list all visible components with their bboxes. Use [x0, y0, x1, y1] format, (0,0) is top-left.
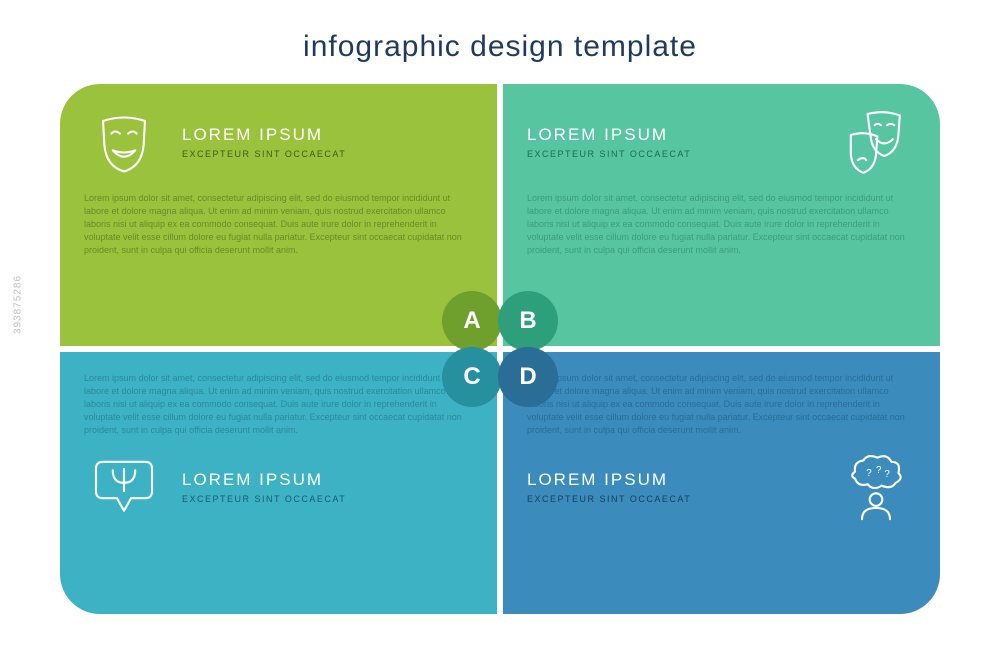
- mask-double-icon: [836, 102, 916, 182]
- card-a-body: Lorem ipsum dolor sit amet, consectetur …: [60, 192, 497, 277]
- svg-text:?: ?: [884, 469, 890, 480]
- svg-text:?: ?: [866, 468, 872, 479]
- card-b-body: Lorem ipsum dolor sit amet, consectetur …: [503, 192, 940, 277]
- card-d-titles: LOREM IPSUM EXCEPTEUR SINT OCCAECAT: [527, 470, 818, 504]
- thinking-person-icon: ? ? ?: [836, 447, 916, 527]
- card-a-titles: LOREM IPSUM EXCEPTEUR SINT OCCAECAT: [182, 125, 473, 159]
- card-d-header: ? ? ? LOREM IPSUM EXCEPTEUR SINT OCCAECA…: [503, 437, 940, 545]
- card-c-titles: LOREM IPSUM EXCEPTEUR SINT OCCAECAT: [182, 470, 473, 504]
- badge-a-circle: A: [442, 291, 502, 351]
- watermark: 393875286: [13, 274, 24, 333]
- badge-a: A: [430, 279, 500, 349]
- card-b-title: LOREM IPSUM: [527, 125, 818, 145]
- badge-c-circle: C: [442, 347, 502, 407]
- badge-b-circle: B: [498, 291, 558, 351]
- card-a-title: LOREM IPSUM: [182, 125, 473, 145]
- card-b-subtitle: EXCEPTEUR SINT OCCAECAT: [527, 149, 818, 159]
- card-grid: LOREM IPSUM EXCEPTEUR SINT OCCAECAT Lore…: [60, 84, 940, 614]
- card-c-title: LOREM IPSUM: [182, 470, 473, 490]
- card-b-titles: LOREM IPSUM EXCEPTEUR SINT OCCAECAT: [527, 125, 818, 159]
- mask-single-icon: [84, 102, 164, 182]
- badge-c: C: [430, 349, 500, 419]
- card-a-subtitle: EXCEPTEUR SINT OCCAECAT: [182, 149, 473, 159]
- card-c-header: LOREM IPSUM EXCEPTEUR SINT OCCAECAT: [60, 437, 497, 545]
- badge-b: B: [500, 279, 570, 349]
- badge-d-circle: D: [498, 347, 558, 407]
- infographic-page: 393875286 infographic design template LO…: [0, 0, 1000, 667]
- card-b-header: LOREM IPSUM EXCEPTEUR SINT OCCAECAT: [503, 84, 940, 192]
- card-c-subtitle: EXCEPTEUR SINT OCCAECAT: [182, 494, 473, 504]
- page-title: infographic design template: [60, 30, 940, 64]
- card-d-subtitle: EXCEPTEUR SINT OCCAECAT: [527, 494, 818, 504]
- psi-pin-icon: [84, 447, 164, 527]
- card-d-title: LOREM IPSUM: [527, 470, 818, 490]
- svg-text:?: ?: [876, 465, 882, 476]
- badge-d: D: [500, 349, 570, 419]
- card-a-header: LOREM IPSUM EXCEPTEUR SINT OCCAECAT: [60, 84, 497, 192]
- center-badges: A B C D: [430, 279, 570, 419]
